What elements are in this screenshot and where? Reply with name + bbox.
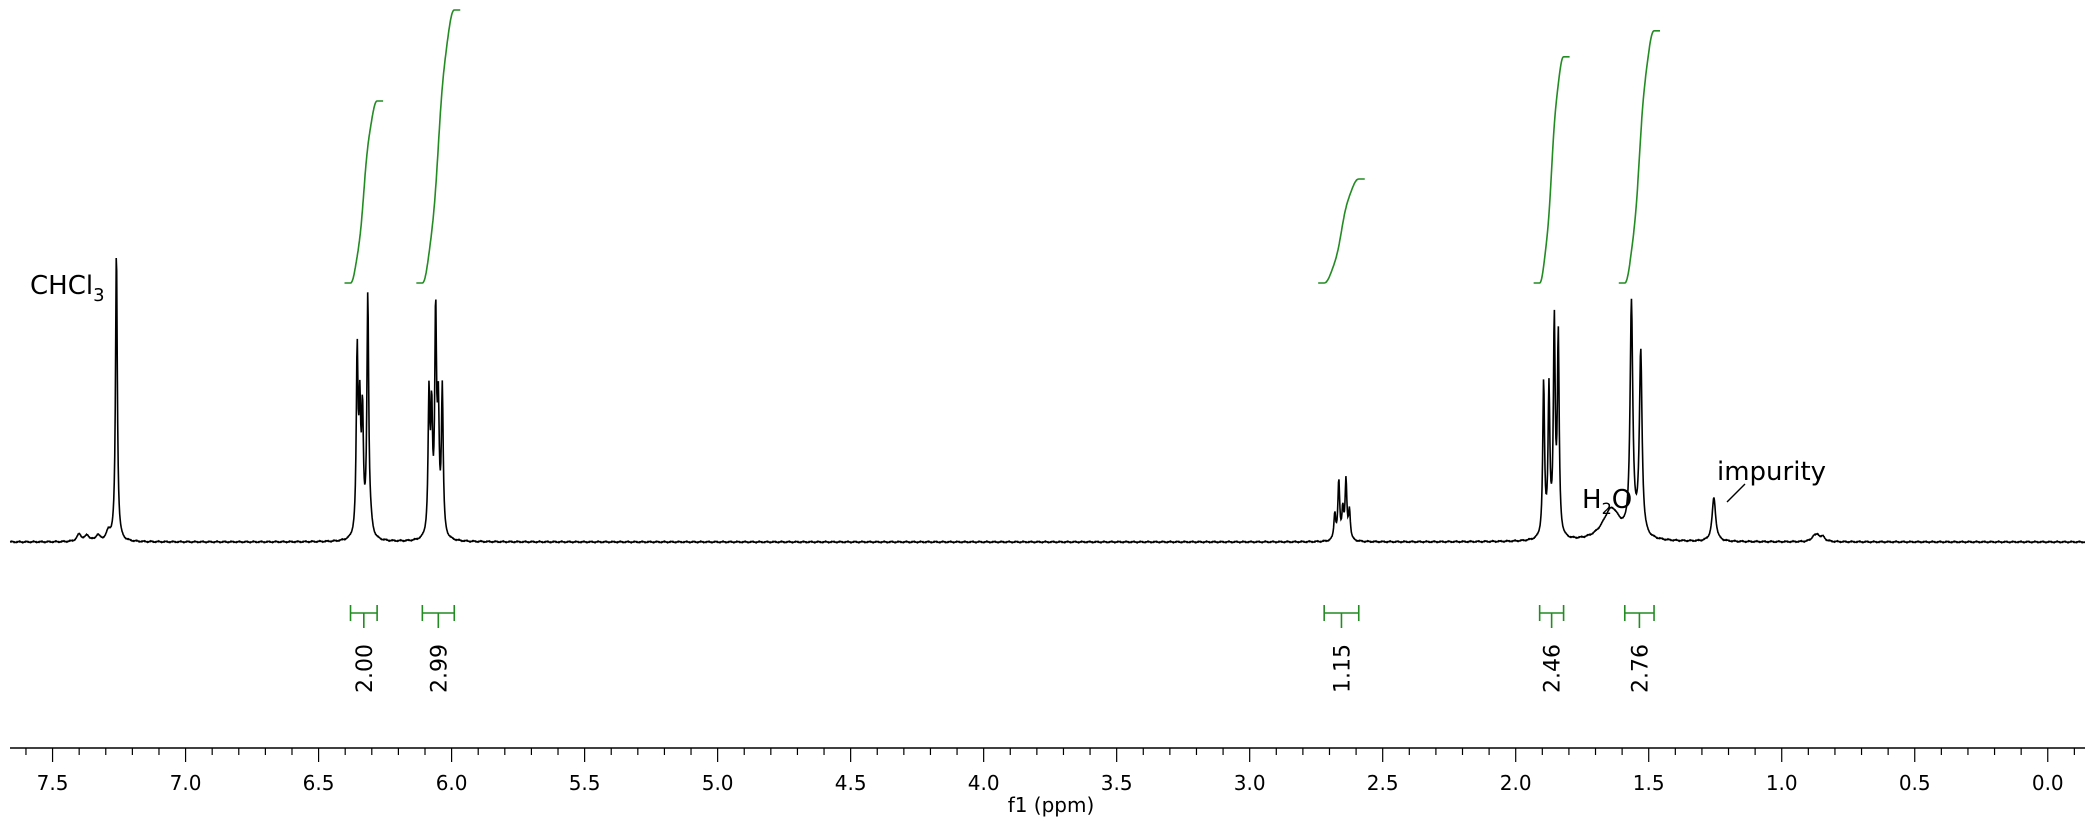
tick-label: 6.5 <box>303 771 335 795</box>
integral-bracket-4: 2.76 <box>1623 605 1655 693</box>
tick-label: 0.5 <box>1899 771 1931 795</box>
integral-bracket-0: 2.00 <box>349 605 378 693</box>
integral-value-2: 1.15 <box>1330 644 1355 693</box>
integral-value-3: 2.46 <box>1541 644 1566 693</box>
tick-label: 5.0 <box>702 771 734 795</box>
integral-value-0: 2.00 <box>353 644 378 693</box>
tick-label: 1.0 <box>1766 771 1798 795</box>
integral-bracket-1: 2.99 <box>421 605 456 693</box>
x-axis-label: f1 (ppm) <box>1008 793 1095 817</box>
integral-value-4: 2.76 <box>1628 644 1653 693</box>
tick-label: 3.0 <box>1234 771 1266 795</box>
integral-bracket-2: 1.15 <box>1323 605 1360 693</box>
integral-curve-3 <box>1533 56 1570 284</box>
integral-curve-0 <box>344 100 384 284</box>
tick-label: 1.5 <box>1633 771 1665 795</box>
integral-curve-4 <box>1618 30 1661 284</box>
tick-label: 3.5 <box>1101 771 1133 795</box>
integral-value-1: 2.99 <box>427 644 452 693</box>
integral-bracket-3: 2.46 <box>1538 605 1566 693</box>
chcl3-label: CHCl3 <box>30 271 105 306</box>
integral-brackets: 2.00 2.99 1.15 2.46 2.76 <box>349 605 1655 693</box>
tick-label: 7.0 <box>170 771 202 795</box>
tick-label: 7.5 <box>37 771 69 795</box>
tick-label: 2.5 <box>1367 771 1399 795</box>
water-label: H2O <box>1582 485 1632 518</box>
tick-label: 5.5 <box>569 771 601 795</box>
spectrum-line <box>9 257 2085 544</box>
x-axis: 7.5 7.0 6.5 6.0 5.5 5.0 4.5 4.0 3.5 3.0 2.5 2.0 1.5 1… <box>10 747 2085 817</box>
tick-label: 6.0 <box>436 771 468 795</box>
x-axis-ticks: 7.5 7.0 6.5 6.0 5.5 5.0 4.5 4.0 3.5 3.0 2.5 2.0 1.5 1… <box>25 748 2075 795</box>
integral-curve-2 <box>1318 178 1365 284</box>
tick-label: 0.0 <box>2032 771 2064 795</box>
impurity-label: impurity <box>1717 457 1826 487</box>
peak-annotations: CHCl3 H2O impurity <box>30 271 1826 518</box>
tick-label: 4.0 <box>968 771 1000 795</box>
impurity-pointer <box>1726 483 1746 503</box>
tick-label: 4.5 <box>835 771 867 795</box>
integral-curve-1 <box>416 9 461 284</box>
integral-curves <box>344 9 1661 284</box>
tick-label: 2.0 <box>1500 771 1532 795</box>
